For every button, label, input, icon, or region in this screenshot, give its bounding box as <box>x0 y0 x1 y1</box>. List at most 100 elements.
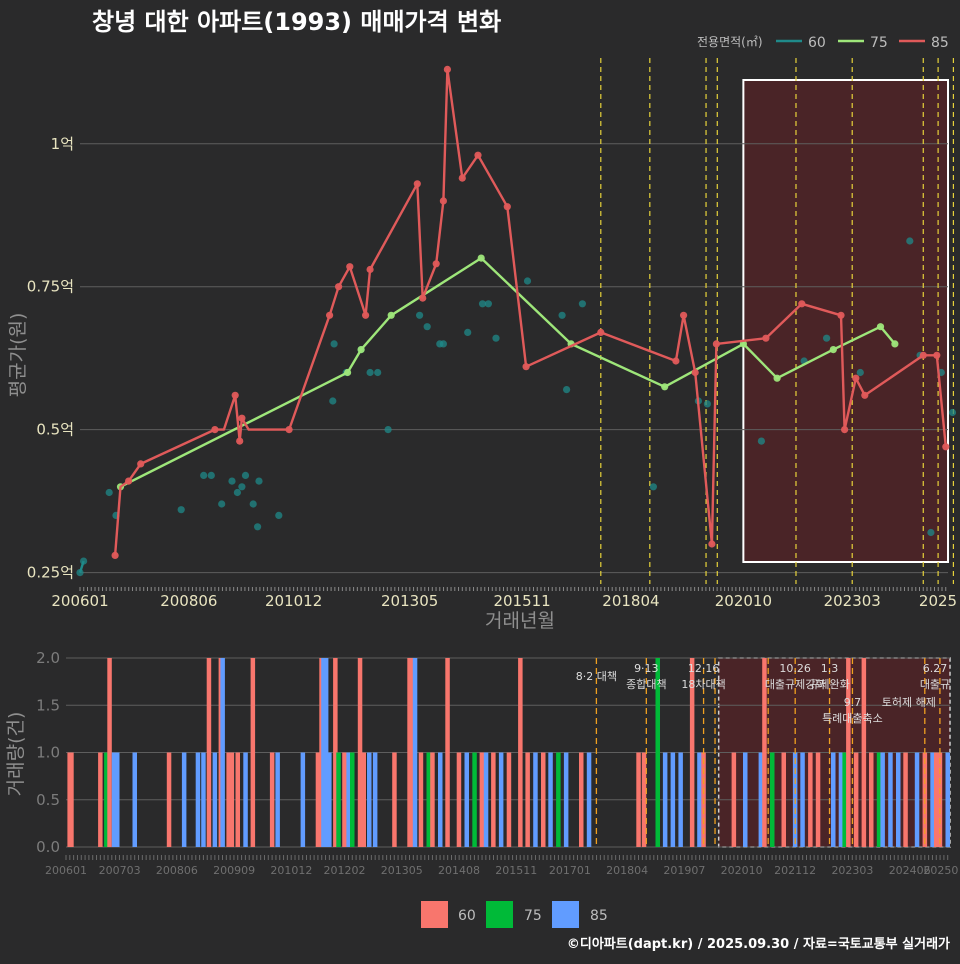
price-x-tick-label: 202303 <box>824 592 881 610</box>
volume-bar <box>548 752 553 847</box>
volume-bar <box>132 752 137 847</box>
policy-label: 8·2 대책 <box>576 670 617 683</box>
policy-label: 1.3 <box>821 662 839 675</box>
volume-bar <box>321 658 326 847</box>
volume-x-tick-label: 200806 <box>156 864 198 877</box>
volume-bar <box>229 752 235 847</box>
data-point-85 <box>285 426 293 434</box>
volume-bar <box>357 658 363 847</box>
volume-bar <box>880 752 885 847</box>
data-point-60 <box>492 334 500 342</box>
volume-bar <box>438 752 443 847</box>
volume-bar <box>350 752 355 847</box>
data-point-85 <box>125 477 133 485</box>
data-point-85 <box>231 391 239 399</box>
volume-bar <box>104 752 109 847</box>
data-point-85 <box>852 374 860 382</box>
price-x-tick-label: 201012 <box>265 592 322 610</box>
policy-label: 9.7 <box>844 696 862 709</box>
data-point-85 <box>443 65 451 73</box>
data-point-85 <box>837 311 845 319</box>
data-point-85 <box>522 363 530 371</box>
policy-label: 종합대책 <box>626 678 666 691</box>
legend-label-75: 75 <box>870 35 888 51</box>
data-point-60 <box>927 528 935 537</box>
data-point-85 <box>861 391 869 399</box>
volume-bar <box>315 752 321 847</box>
volume-bar <box>327 752 332 847</box>
volume-bar <box>479 752 485 847</box>
data-point-85 <box>503 203 511 211</box>
volume-bar <box>418 752 424 847</box>
volume-bar <box>770 752 775 847</box>
volume-bar <box>181 752 187 847</box>
data-point-60 <box>439 340 447 348</box>
volume-x-tick-label: 201701 <box>549 864 591 877</box>
data-point-60 <box>249 500 257 508</box>
volume-bar <box>896 752 901 847</box>
volume-bar <box>869 752 874 847</box>
volume-x-axis: 200601 200703 200806 200909 201012 201202 2013… <box>45 855 958 877</box>
data-point-60 <box>558 311 566 319</box>
policy-label: 6.27 <box>923 662 948 675</box>
volume-bar <box>206 658 212 847</box>
data-point-85 <box>798 300 806 308</box>
volume-x-tick-label: 201804 <box>606 864 648 877</box>
data-point-75 <box>876 323 885 331</box>
volume-bar <box>762 658 767 847</box>
policy-label: 규제완화 <box>809 678 849 691</box>
volume-bar <box>166 752 172 847</box>
price-x-tick-label: 201305 <box>381 592 438 610</box>
legend-box-60 <box>421 901 448 928</box>
volume-bar <box>579 752 584 847</box>
legend-label-85: 85 <box>931 35 949 51</box>
volume-bar <box>243 752 248 847</box>
volume-bar <box>107 658 112 847</box>
data-point-60 <box>464 328 472 336</box>
volume-y-tick-label: 2.0 <box>36 649 60 667</box>
volume-bar <box>541 752 546 847</box>
volume-bar <box>407 658 412 847</box>
data-point-75 <box>387 311 395 319</box>
data-point-85 <box>111 551 119 560</box>
policy-label: 대출규제강화 <box>765 678 826 691</box>
volume-bar <box>758 752 764 847</box>
volume-bar <box>808 752 813 847</box>
volume-bar <box>69 752 74 847</box>
price-x-tick-label: 201804 <box>602 592 659 610</box>
data-point-60 <box>228 477 236 485</box>
data-point-60 <box>649 483 658 491</box>
data-point-85 <box>366 265 374 274</box>
data-point-60 <box>563 386 571 394</box>
data-point-60 <box>80 557 88 565</box>
volume-bar <box>563 752 569 847</box>
volume-panel: 8·2 대책 9·13 종합대책 12·16 18차대책 10.26 대출규제강화 1.3 규제… <box>5 649 958 877</box>
data-point-75 <box>357 346 365 354</box>
volume-x-tick-label: 200601 <box>45 864 87 877</box>
legend-label-bar-75: 75 <box>524 908 542 924</box>
volume-bar <box>491 752 496 847</box>
volume-bar <box>831 752 836 847</box>
data-point-60 <box>330 340 338 348</box>
data-point-85 <box>458 174 466 182</box>
data-point-75 <box>773 374 781 382</box>
volume-y-tick-label: 1.0 <box>36 744 60 762</box>
price-x-tick-label: 202010 <box>715 592 772 610</box>
price-y-tick-label: 1억 <box>51 135 74 153</box>
data-point-60 <box>241 471 250 479</box>
data-point-85 <box>680 311 688 319</box>
data-point-85 <box>419 294 427 302</box>
volume-bar <box>336 752 341 847</box>
volume-bar <box>195 752 201 847</box>
volume-x-tick-label: 200909 <box>213 864 255 877</box>
volume-policy-lines <box>595 658 941 847</box>
legend-label-bar-60: 60 <box>458 908 476 924</box>
data-point-85 <box>236 437 244 445</box>
data-point-75 <box>661 383 669 391</box>
data-point-85 <box>933 351 941 359</box>
volume-bar <box>876 752 882 847</box>
price-y-axis: 0.25억 0.5억 0.75억 1억 <box>27 135 74 582</box>
data-point-85 <box>474 151 482 159</box>
volume-bar <box>269 752 275 847</box>
